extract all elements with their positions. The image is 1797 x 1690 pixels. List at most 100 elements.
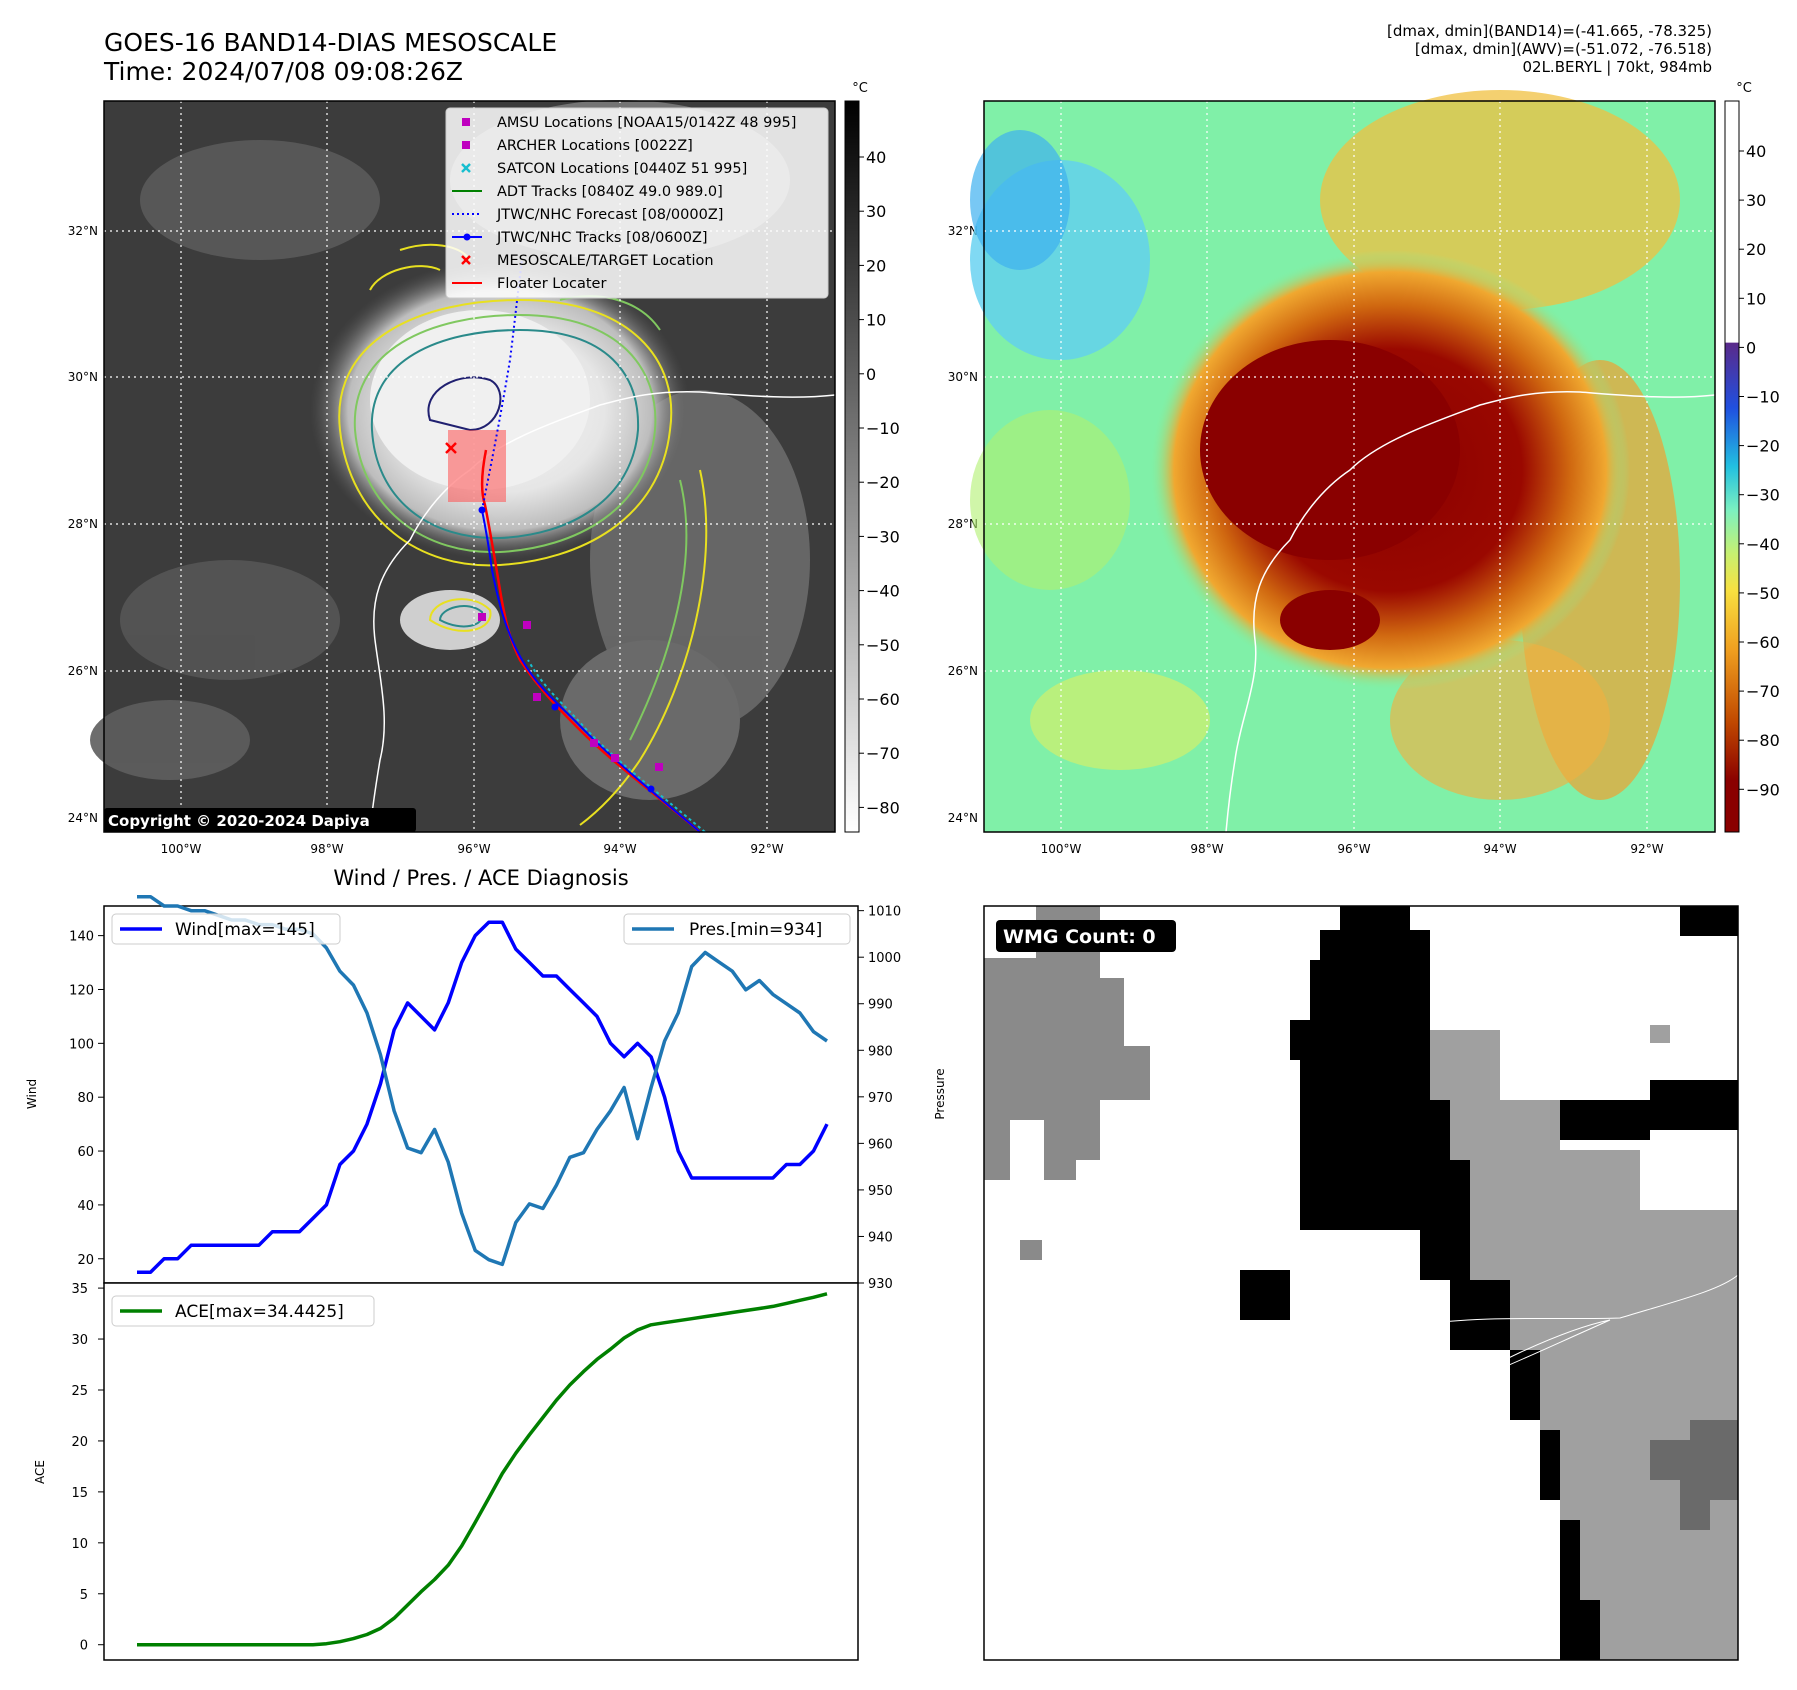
ir-map-panel: AMSU Locations [NOAA15/0142Z 48 995] ARCH… <box>90 100 836 833</box>
ir-colorbar: °C 40 30 20 10 0 −10 −20 −30 −40 −50 −60 −70 −80 <box>844 81 900 833</box>
ace-series-line <box>137 1292 828 1647</box>
lat-label: 26°N <box>68 664 98 678</box>
pressure-ytick: 990 <box>868 998 893 1013</box>
lon-label: 96°W <box>457 842 490 856</box>
copyright-text: Copyright © 2020-2024 Dapiya <box>108 812 370 830</box>
legend-item-label: JTWC/NHC Forecast [08/0000Z] <box>496 207 723 223</box>
ace-ytick: 15 <box>71 1486 88 1501</box>
legend-item-label: MESOSCALE/TARGET Location <box>497 253 714 269</box>
legend-item-label: JTWC/NHC Tracks [08/0600Z] <box>496 230 708 246</box>
wmg-region-dark-gray <box>1650 1420 1738 1530</box>
pressure-ytick: 940 <box>868 1230 893 1245</box>
map-legend: AMSU Locations [NOAA15/0142Z 48 995] ARCH… <box>445 107 829 299</box>
ir-cbar-tick: −20 <box>866 473 900 492</box>
wmg-count-label: WMG Count: 0 <box>1003 926 1156 948</box>
target-x-marker <box>445 442 457 454</box>
ace-ytick: 5 <box>80 1588 88 1603</box>
wmg-badge <box>996 920 1176 952</box>
enh-cbar-tick: 10 <box>1746 289 1766 308</box>
lon-label: 92°W <box>1630 842 1663 856</box>
lat-label: 30°N <box>948 370 978 384</box>
lat-label: 28°N <box>948 517 978 531</box>
pressure-ytick: 930 <box>868 1277 893 1292</box>
wind-legend: Wind[max=145] <box>111 913 341 945</box>
lon-label: 98°W <box>1190 842 1223 856</box>
wind-series-line <box>137 920 829 1274</box>
enh-cbar-tick: −80 <box>1746 731 1780 750</box>
storm-info: [dmax, dmin](BAND14)=(-41.665, -78.325) … <box>1112 22 1712 76</box>
ir-cbar-tick: −60 <box>866 690 900 709</box>
enh-cbar-tick: −60 <box>1746 633 1780 652</box>
lon-label: 100°W <box>1041 842 1082 856</box>
lat-label: 32°N <box>948 224 978 238</box>
lon-label: 98°W <box>310 842 343 856</box>
wmg-panel: WMG Count: 0 <box>983 905 1739 1661</box>
legend-item-label: Floater Locater <box>497 276 606 292</box>
ace-ytick: 30 <box>71 1333 88 1348</box>
wind-ytick: 20 <box>77 1253 94 1268</box>
lat-label: 24°N <box>68 811 98 825</box>
ir-colorbar-unit: °C <box>852 81 868 96</box>
ace-legend-label: ACE[max=34.4425] <box>175 1302 344 1322</box>
pressure-ytick: 950 <box>868 1184 893 1199</box>
info-line-2: [dmax, dmin](AWV)=(-51.072, -76.518) <box>1414 40 1712 58</box>
enh-cbar-tick: 20 <box>1746 240 1766 259</box>
ace-ytick: 25 <box>71 1384 88 1399</box>
enh-cbar-tick: 30 <box>1746 191 1766 210</box>
enh-cbar-tick: 0 <box>1746 338 1756 357</box>
enh-gridlines <box>984 101 1715 832</box>
pressure-ytick: 960 <box>868 1137 893 1152</box>
ace-axis-label: ACE <box>33 1460 47 1484</box>
wind-ytick: 40 <box>77 1199 94 1214</box>
ace-chart: 0 5 10 15 20 25 30 35 ACE ACE[max=34.4425] <box>33 1282 859 1661</box>
copyright-badge <box>104 808 416 832</box>
enh-cbar-tick: −50 <box>1746 584 1780 603</box>
lat-label: 24°N <box>948 811 978 825</box>
ace-ytick: 20 <box>71 1435 88 1450</box>
jtwc-track <box>481 509 701 833</box>
track-points <box>478 506 655 793</box>
info-line-1: [dmax, dmin](BAND14)=(-41.665, -78.325) <box>1387 22 1712 40</box>
ir-cbar-tick: 0 <box>866 365 876 384</box>
wmg-region-gray-right <box>1430 1030 1738 1660</box>
ir-cbar-tick: −80 <box>866 798 900 817</box>
lon-label: 100°W <box>161 842 202 856</box>
enh-cbar-tick: −20 <box>1746 437 1780 456</box>
wind-ytick: 80 <box>77 1091 94 1106</box>
legend-item-label: ARCHER Locations [0022Z] <box>497 138 693 154</box>
wind-ytick: 100 <box>69 1037 94 1052</box>
wind-ytick: 140 <box>69 930 94 945</box>
pressure-axis-label: Pressure <box>933 1068 947 1119</box>
legend-item-label: SATCON Locations [0440Z 51 995] <box>497 161 747 177</box>
lon-label: 92°W <box>750 842 783 856</box>
enh-cbar-tick: −90 <box>1746 780 1780 799</box>
title-line-2: Time: 2024/07/08 09:08:26Z <box>104 57 463 86</box>
wind-axis-label: Wind <box>25 1079 39 1109</box>
pressure-ytick: 970 <box>868 1091 893 1106</box>
pressure-ytick: 1000 <box>868 951 901 966</box>
ace-legend: ACE[max=34.4425] <box>111 1295 375 1327</box>
ace-ytick: 0 <box>80 1639 88 1654</box>
lat-label: 30°N <box>68 370 98 384</box>
legend-item-label: ADT Tracks [0840Z 49.0 989.0] <box>497 184 723 200</box>
wind-ytick: 60 <box>77 1145 94 1160</box>
ir-cbar-tick: −30 <box>866 527 900 546</box>
lat-label: 32°N <box>68 224 98 238</box>
enh-cbar-tick: −10 <box>1746 388 1780 407</box>
wind-ytick: 120 <box>69 983 94 998</box>
pressure-ytick: 980 <box>868 1044 893 1059</box>
info-line-3: 02L.BERYL | 70kt, 984mb <box>1522 58 1712 76</box>
ace-ytick: 35 <box>71 1282 88 1297</box>
satcon-track <box>527 659 706 833</box>
wind-pressure-chart: 20 40 60 80 100 120 140 930 940 950 960 970 980 990 10… <box>25 894 947 1292</box>
enh-colorbar: °C 40 30 20 10 0 −10 −20 −30 −40 −50 −60 −70 −80 −90 <box>1724 81 1780 833</box>
pressure-legend: Pres.[min=934] <box>623 913 851 945</box>
enh-cbar-tick: −70 <box>1746 682 1780 701</box>
pressure-legend-label: Pres.[min=934] <box>689 920 822 940</box>
wind-legend-label: Wind[max=145] <box>175 920 315 940</box>
ir-cbar-tick: −70 <box>866 744 900 763</box>
title-line-1: GOES-16 BAND14-DIAS MESOSCALE <box>104 28 558 57</box>
lon-label: 94°W <box>1483 842 1516 856</box>
enh-cbar-tick: −30 <box>1746 486 1780 505</box>
